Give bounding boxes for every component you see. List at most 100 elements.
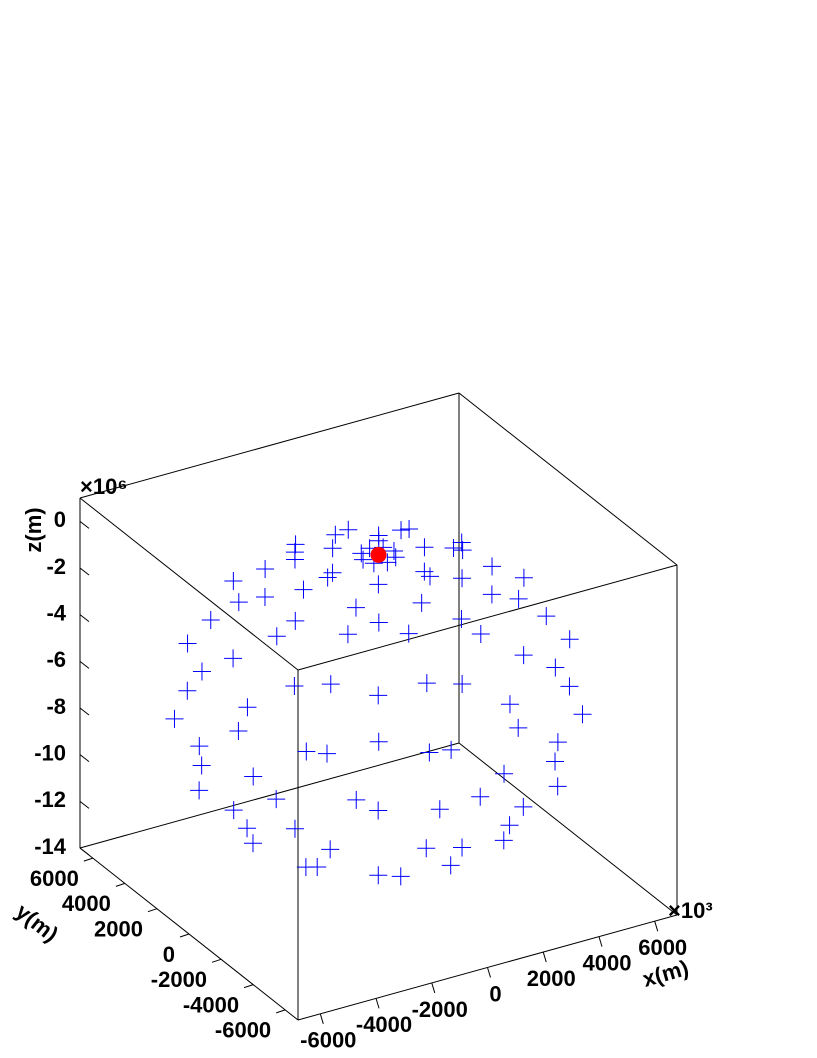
point: [192, 662, 211, 681]
point: [267, 627, 286, 646]
point: [369, 801, 388, 820]
point: [471, 624, 490, 643]
point: [297, 742, 316, 761]
point: [178, 634, 197, 653]
point: [573, 705, 592, 724]
point: [442, 740, 461, 759]
y-tick-label: 0: [163, 942, 175, 967]
point: [560, 677, 579, 696]
point: [192, 756, 211, 775]
x-tick-label: -4000: [356, 1012, 412, 1037]
point: [483, 557, 502, 576]
point: [339, 520, 358, 539]
point: [238, 698, 257, 717]
y-tick: [147, 908, 158, 913]
point: [190, 781, 209, 800]
x-tick: [319, 1013, 324, 1024]
point: [369, 531, 388, 550]
point: [415, 562, 434, 581]
point: [238, 819, 257, 838]
y-tick-label: 4000: [62, 891, 111, 916]
point: [369, 575, 388, 594]
point: [229, 722, 248, 741]
point: [452, 533, 471, 552]
x-scale-label: ×10³: [668, 898, 713, 923]
point: [165, 709, 184, 728]
x-tick: [542, 951, 547, 963]
x-tick-label: 4000: [582, 950, 631, 975]
point: [441, 856, 460, 875]
point: [323, 539, 342, 558]
z-tick: [79, 614, 90, 623]
point: [229, 593, 248, 612]
point: [286, 611, 305, 630]
y-tick-label: -4000: [183, 992, 239, 1017]
point: [399, 624, 418, 643]
z-tick-label: -2: [46, 554, 66, 579]
point: [537, 607, 556, 626]
point: [308, 857, 327, 876]
point: [378, 553, 397, 572]
point: [495, 764, 514, 783]
y-axis-title: y(m): [11, 899, 63, 947]
box-edge: [79, 392, 460, 499]
z-tick: [79, 847, 90, 856]
point: [509, 589, 528, 608]
x-tick: [431, 982, 436, 994]
z-tick-label: 0: [54, 507, 66, 532]
point: [244, 767, 263, 786]
y-tick: [243, 984, 254, 989]
point: [285, 543, 304, 562]
y-tick-label: 6000: [30, 866, 79, 891]
point: [224, 801, 243, 820]
point: [201, 610, 220, 629]
point: [338, 625, 357, 644]
point: [417, 674, 436, 693]
point: [243, 834, 262, 853]
point: [444, 539, 463, 558]
point: [224, 572, 243, 591]
point: [347, 790, 366, 809]
z-tick: [79, 660, 90, 669]
point: [430, 800, 449, 819]
point: [369, 613, 388, 632]
x-tick-label: 0: [489, 981, 501, 1006]
y-tick-label: -2000: [151, 967, 207, 992]
x-tick-label: 6000: [638, 935, 687, 960]
box-edge: [458, 742, 678, 916]
point: [500, 816, 519, 835]
point: [224, 649, 243, 668]
point: [294, 580, 313, 599]
z-tick: [79, 567, 90, 576]
point: [391, 867, 410, 886]
point: [548, 777, 567, 796]
point: [514, 568, 533, 587]
z-axis-title: z(m): [21, 507, 46, 552]
point: [500, 695, 519, 714]
point: [453, 838, 472, 857]
z-scale-label: ×10⁶: [80, 474, 127, 499]
point: [369, 686, 388, 705]
x-tick-label: 2000: [527, 966, 576, 991]
point: [285, 819, 304, 838]
z-tick-label: -4: [46, 600, 66, 625]
point: [326, 525, 345, 544]
point: [321, 675, 340, 694]
point: [285, 676, 304, 695]
x-tick: [654, 921, 659, 932]
z-tick-label: -10: [34, 740, 66, 765]
y-tick: [179, 933, 190, 938]
point: [286, 535, 305, 554]
z-tick: [79, 800, 90, 809]
y-tick: [115, 882, 126, 887]
x-tick-label: -2000: [412, 997, 468, 1022]
point: [560, 630, 579, 649]
point: [453, 541, 472, 560]
point: [453, 675, 472, 694]
box-edge: [458, 392, 678, 566]
y-tick-label: -6000: [215, 1018, 271, 1043]
point: [509, 718, 528, 737]
point: [417, 839, 436, 858]
box-edge: [79, 742, 460, 849]
